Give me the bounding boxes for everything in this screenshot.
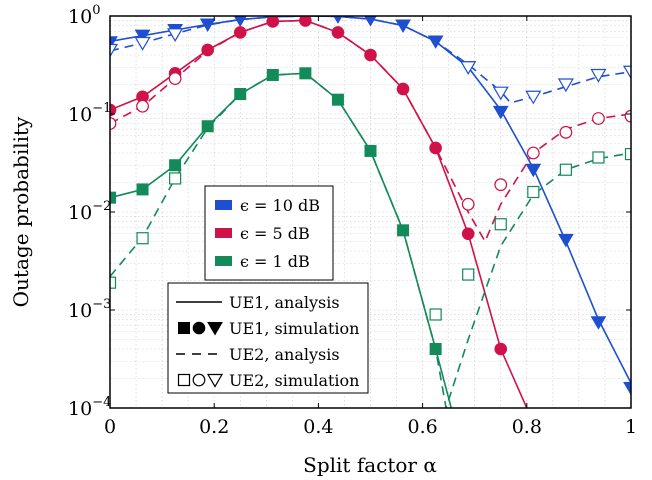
y-axis-label: Outage probability — [9, 116, 33, 307]
x-tick-label: 0.6 — [407, 416, 437, 438]
legend-line-label: UE2, simulation — [229, 371, 359, 390]
y-tick-label: 10−1 — [68, 101, 111, 126]
green-ue2-simulation-point — [624, 147, 631, 161]
green-ue2-simulation-point — [136, 232, 149, 245]
legend-swatch-green — [215, 256, 232, 266]
red-ue1-simulation-point — [429, 141, 442, 155]
blue-ue2-simulation-point — [525, 90, 542, 105]
blue-ue2-simulation-point — [460, 61, 477, 75]
green-ue2-simulation-point — [592, 151, 605, 164]
red-ue2-simulation-point — [461, 197, 475, 211]
blue-ue1-simulation-point — [558, 233, 574, 248]
legend-triangle-marker — [206, 373, 224, 388]
red-ue2-simulation-point — [624, 109, 631, 123]
green-ue2-simulation-point — [429, 308, 442, 321]
y-tick-label: 100 — [68, 3, 100, 28]
x-tick-label: 0.2 — [199, 416, 229, 438]
red-ue2-simulation-point — [136, 99, 149, 113]
blue-ue2-simulation-point — [557, 78, 574, 93]
blue-ue1-simulation-point — [590, 316, 607, 330]
red-ue1-simulation-point — [110, 103, 117, 117]
red-ue2-simulation-point — [559, 125, 573, 139]
blue-ue1-simulation-point — [199, 18, 216, 32]
x-tick-label: 0.8 — [512, 416, 542, 438]
blue-ue1-simulation-point — [623, 381, 631, 396]
epsilon-legend: ϵ = 10 dB ϵ = 5 dB ϵ = 1 dB — [204, 185, 334, 281]
legend-line-label: UE1, simulation — [229, 319, 359, 338]
y-tick-label: 10−4 — [68, 395, 111, 420]
x-tick-label: 0.4 — [303, 416, 333, 438]
y-tick-label: 10−3 — [68, 297, 111, 322]
axis-ticks: 0 0.2 0.4 0.6 0.8 1 10−4 10−3 10−2 10−1 100 — [68, 3, 637, 438]
blue-ue2-simulation-point — [622, 65, 631, 80]
series-layer — [110, 16, 631, 408]
green-ue2-simulation-point — [527, 185, 540, 199]
legend-circle-marker — [192, 321, 206, 335]
plot-area — [110, 16, 631, 408]
red-ue2-simulation-point — [592, 112, 605, 125]
legend-line-label: UE1, analysis — [229, 293, 340, 312]
blue-ue1-simulation-point — [525, 163, 542, 178]
red-ue2-simulation-point — [526, 146, 540, 160]
red-ue1-simulation-point — [233, 26, 247, 39]
blue-ue1-simulation-point — [395, 19, 411, 33]
blue-ue1-simulation-point — [492, 105, 509, 120]
green-ue1-simulation-point — [136, 183, 149, 196]
red-ue2-simulation-point — [494, 178, 508, 192]
legend-line-label: UE2, analysis — [229, 345, 340, 364]
legend-label-green: ϵ = 1 dB — [240, 252, 310, 271]
green-ue2-simulation-point — [462, 268, 475, 281]
legend-triangle-marker — [207, 322, 223, 336]
line-style-legend: UE1, analysis UE1, simulation UE2, analysi… — [167, 282, 369, 394]
blue-ue2-simulation-point — [492, 86, 509, 101]
red-ue1-simulation-point — [494, 342, 508, 356]
blue-ue2-simulation-point — [590, 68, 607, 83]
blue-ue2-simulation-point — [110, 43, 119, 58]
x-axis-label: Split factor α — [303, 453, 437, 477]
red-ue1-simulation-point — [201, 43, 214, 57]
green-ue1-simulation-point — [110, 191, 116, 204]
legend-label-blue: ϵ = 10 dB — [240, 196, 320, 215]
legend-swatch-red — [215, 228, 232, 238]
legend-square-marker — [178, 322, 190, 334]
x-tick-label: 1 — [625, 416, 637, 438]
legend-square-marker — [177, 373, 191, 387]
legend-swatch-blue — [215, 200, 232, 210]
legend-circle-marker — [192, 373, 206, 387]
x-tick-label: 0 — [104, 416, 116, 438]
red-ue2-simulation-point — [168, 72, 182, 85]
green-ue1-simulation-point — [169, 159, 182, 172]
blue-ue2-simulation-point — [167, 28, 184, 43]
red-ue2-simulation-point — [110, 117, 117, 130]
legend-label-red: ϵ = 5 dB — [240, 224, 310, 243]
red-ue1-simulation-point — [461, 227, 475, 241]
green-ue2-simulation-point — [110, 276, 117, 289]
green-ue1-simulation-point — [201, 120, 214, 133]
y-tick-label: 10−2 — [68, 199, 111, 224]
green-ue2-simulation-point — [559, 163, 572, 176]
blue-ue1-simulation-point — [134, 29, 151, 44]
blue-ue2-simulation-point — [134, 36, 151, 51]
green-ue2-simulation-point — [169, 172, 182, 185]
green-ue2-simulation-point — [494, 218, 507, 231]
blue-ue2-analysis-line — [110, 16, 631, 104]
